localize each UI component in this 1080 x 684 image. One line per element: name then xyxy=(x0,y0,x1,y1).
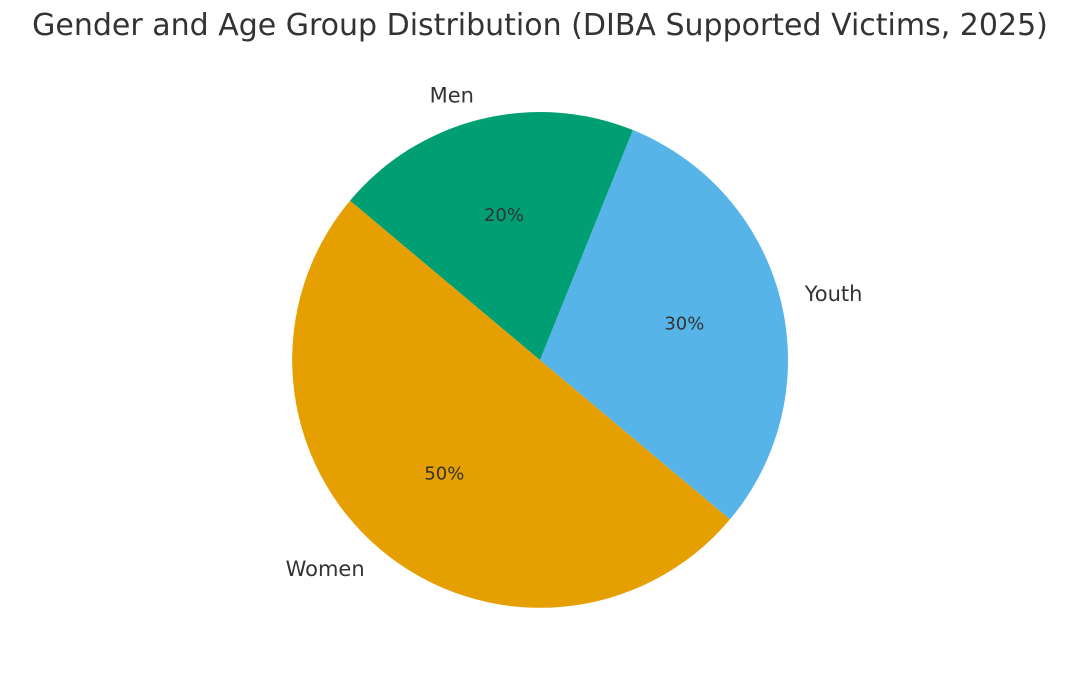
pie-slice-women xyxy=(292,200,730,608)
pct-label-men: 20% xyxy=(484,205,524,226)
pct-label-women: 50% xyxy=(424,463,464,484)
slice-label-men: Men xyxy=(430,83,474,107)
slice-label-women: Women xyxy=(286,557,365,581)
pct-label-youth: 30% xyxy=(664,314,704,335)
slice-label-youth: Youth xyxy=(804,282,863,306)
pie-slice-youth xyxy=(540,130,788,520)
chart-title: Gender and Age Group Distribution (DIBA … xyxy=(32,8,1048,43)
pie-slice-men xyxy=(350,112,633,361)
